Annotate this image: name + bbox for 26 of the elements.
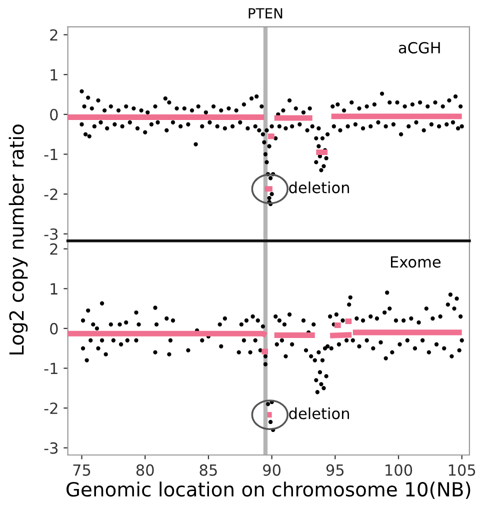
y-tick-label: -2 <box>44 188 58 200</box>
y-axis-title: Log2 copy number ratio <box>8 124 28 354</box>
x-tick-label: 90 <box>263 464 281 476</box>
y-tick-label: 1 <box>50 283 58 294</box>
annotation: deletion <box>289 407 349 420</box>
x-tick-label: 105 <box>448 464 476 476</box>
y-tick-label: -1 <box>44 148 58 160</box>
x-tick-label: 85 <box>200 464 217 476</box>
x-tick-label: 100 <box>386 464 412 476</box>
annotation: aCGH <box>398 42 440 54</box>
y-tick-label: -1 <box>44 362 58 374</box>
x-tick-label: 95 <box>326 464 344 476</box>
y-tick-label: -3 <box>44 442 58 454</box>
y-tick-label: -2 <box>44 402 58 414</box>
ref-line-label: PTEN <box>248 8 282 18</box>
y-tick-label: 0 <box>50 108 58 120</box>
y-tick-label: 1 <box>50 69 58 80</box>
y-tick-label: 2 <box>50 29 58 41</box>
annotation: deletion <box>289 181 349 194</box>
y-tick-label: 0 <box>50 322 58 334</box>
x-axis-title: Genomic location on chromosome 10(NB) <box>66 482 470 499</box>
x-tick-label: 75 <box>73 464 90 476</box>
y-tick-label: 2 <box>50 243 58 255</box>
annotation: Exome <box>390 256 441 268</box>
y-tick-label: -3 <box>44 228 58 240</box>
x-tick-label: 80 <box>136 464 154 476</box>
